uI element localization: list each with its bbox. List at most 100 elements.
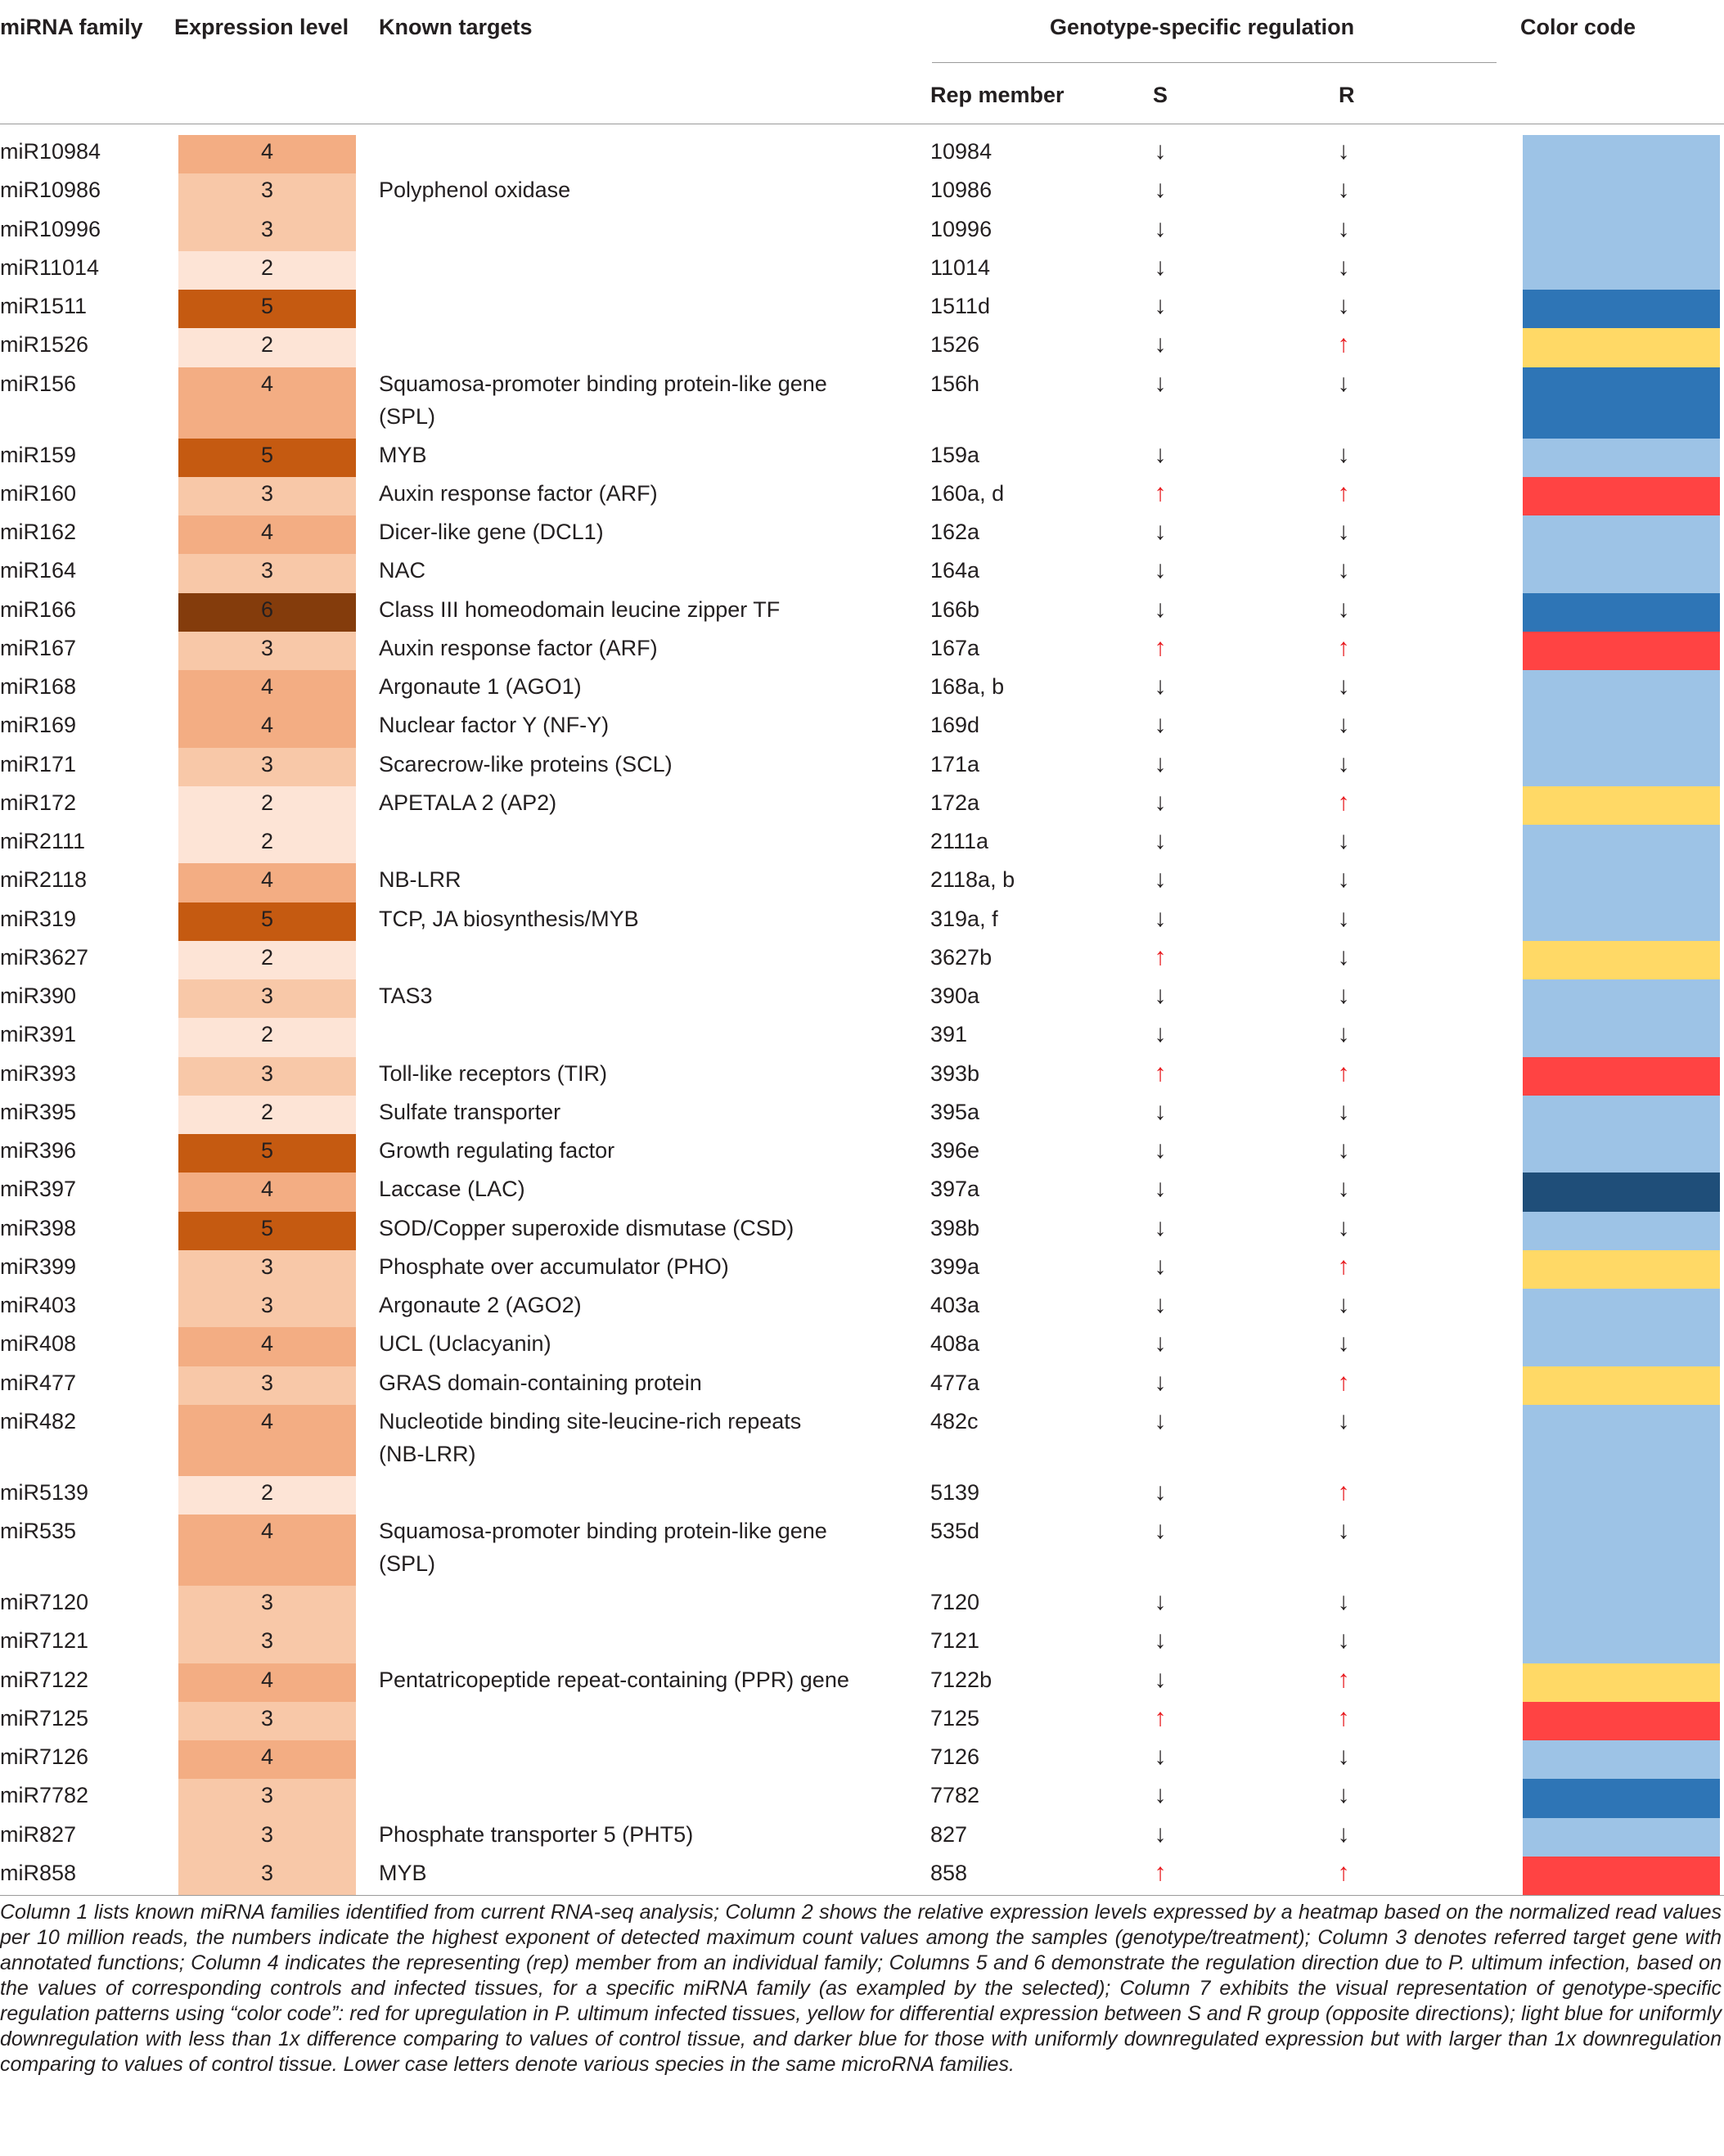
s-regulation-arrow-icon: ↓ [1154, 827, 1167, 854]
known-targets-cell: Auxin response factor (ARF) [379, 635, 658, 660]
mirna-family-cell: miR169 [0, 713, 77, 738]
rep-member-cell: 391 [930, 1022, 968, 1047]
expression-level-cell: 3 [178, 1289, 356, 1328]
r-regulation-arrow-icon: ↓ [1337, 1137, 1350, 1164]
s-regulation-arrow-icon: ↓ [1154, 866, 1167, 893]
mirna-family-cell: miR167 [0, 635, 77, 660]
table-row: miR2111 2 2111a ↓ ↓ [0, 825, 1724, 864]
rep-member-cell: 1511d [930, 294, 991, 318]
table-row: miR3627 2 3627b ↑ ↓ [0, 940, 1724, 980]
mirna-family-cell: miR482 [0, 1408, 77, 1434]
s-regulation-arrow-icon: ↑ [1154, 479, 1167, 506]
known-targets-cell: Squamosa-promoter binding protein-like g… [379, 1519, 827, 1543]
color-code-cell [1523, 476, 1720, 516]
rep-member-cell: 159a [930, 442, 980, 467]
r-regulation-arrow-icon: ↓ [1337, 1820, 1350, 1848]
table-row: miR477 3 GRAS domain-containing protein 477… [0, 1366, 1724, 1406]
table-row: miR7121 3 7121 ↓ ↓ [0, 1624, 1724, 1663]
mirna-family-cell: miR390 [0, 983, 77, 1008]
rep-member-cell: 396e [930, 1138, 980, 1163]
s-regulation-arrow-icon: ↓ [1154, 1330, 1167, 1357]
color-code-cell [1523, 1018, 1720, 1057]
expression-level-cell: 4 [178, 709, 356, 748]
known-targets-cell: Polyphenol oxidase [379, 178, 571, 203]
table-row: miR167 3 Auxin response factor (ARF) 167a ↑ ↑ [0, 631, 1724, 671]
rep-member-cell: 10986 [930, 178, 993, 203]
expression-level-cell: 5 [178, 438, 356, 478]
r-regulation-arrow-icon: ↓ [1337, 1517, 1350, 1544]
mirna-family-cell: miR396 [0, 1138, 77, 1163]
color-code-cell [1523, 747, 1720, 787]
s-regulation-arrow-icon: ↑ [1154, 943, 1167, 970]
expression-level-cell: 3 [178, 173, 356, 213]
expression-level-cell: 3 [178, 1366, 356, 1406]
mirna-family-cell: miR159 [0, 442, 77, 467]
expression-level-cell: 4 [178, 1173, 356, 1212]
r-regulation-arrow-icon: ↓ [1337, 440, 1350, 468]
known-targets-cell: Auxin response factor (ARF) [379, 480, 658, 506]
color-code-cell [1523, 1624, 1720, 1663]
expression-level-cell: 4 [178, 367, 356, 439]
expression-level-cell: 2 [178, 1018, 356, 1057]
table-row: miR156 4 Squamosa-promoter binding protein… [0, 367, 1724, 439]
s-regulation-arrow-icon: ↓ [1154, 1665, 1167, 1693]
color-code-cell [1523, 902, 1720, 942]
mirna-family-cell: miR11014 [0, 254, 100, 280]
expression-level-cell: 3 [178, 1817, 356, 1857]
table-row: miR10986 3 Polyphenol oxidase 10986 ↓ ↓ [0, 173, 1724, 213]
color-code-cell [1523, 212, 1720, 252]
known-targets-cell: UCL (Uclacyanin) [379, 1331, 551, 1357]
known-targets-cell: MYB [379, 442, 427, 467]
known-targets-cell: GRAS domain-containing protein [379, 1370, 702, 1395]
expression-level-cell: 2 [178, 1095, 356, 1135]
expression-level-cell: 2 [178, 328, 356, 367]
table-row: miR827 3 Phosphate transporter 5 (PHT5) 827… [0, 1817, 1724, 1857]
expression-level-cell: 5 [178, 1211, 356, 1251]
rep-member-cell: 10996 [930, 216, 993, 241]
s-regulation-arrow-icon: ↓ [1154, 673, 1167, 700]
r-regulation-arrow-icon: ↓ [1337, 1213, 1350, 1241]
s-regulation-arrow-icon: ↓ [1154, 1252, 1167, 1280]
header-subgroup-rule [932, 62, 1497, 63]
color-code-cell [1523, 863, 1720, 902]
mirna-family-cell: miR164 [0, 558, 77, 583]
r-regulation-arrow-icon: ↑ [1337, 1704, 1350, 1731]
rep-member-cell: 5139 [930, 1479, 980, 1505]
mirna-family-cell: miR408 [0, 1331, 77, 1357]
table-row: miR396 5 Growth regulating factor 396e ↓ ↓ [0, 1134, 1724, 1173]
known-targets-cell-line2: (SPL) [379, 403, 436, 429]
table-row: miR10996 3 10996 ↓ ↓ [0, 212, 1724, 252]
s-regulation-arrow-icon: ↓ [1154, 1588, 1167, 1615]
s-regulation-arrow-icon: ↑ [1154, 1059, 1167, 1087]
r-regulation-arrow-icon: ↓ [1337, 1627, 1350, 1654]
rep-member-cell: 397a [930, 1177, 980, 1202]
known-targets-cell: Argonaute 2 (AGO2) [379, 1293, 582, 1317]
mirna-family-cell: miR535 [0, 1519, 77, 1543]
expression-level-cell: 2 [178, 785, 356, 826]
known-targets-cell: TAS3 [379, 983, 433, 1008]
expression-level-cell: 3 [178, 476, 356, 516]
rep-member-cell: 164a [930, 558, 980, 583]
known-targets-cell: Class III homeodomain leucine zipper TF [379, 596, 781, 622]
color-code-cell [1523, 592, 1720, 632]
r-regulation-arrow-icon: ↓ [1337, 214, 1350, 242]
color-code-cell [1523, 1249, 1720, 1290]
rep-member-cell: 3627b [930, 944, 993, 970]
color-code-cell [1523, 1663, 1720, 1703]
expression-level-cell: 3 [178, 1624, 356, 1663]
r-regulation-arrow-icon: ↑ [1337, 1478, 1350, 1506]
s-regulation-arrow-icon: ↓ [1154, 1627, 1167, 1654]
r-regulation-arrow-icon: ↑ [1337, 331, 1350, 358]
expression-level-cell: 5 [178, 1134, 356, 1173]
color-code-cell [1523, 1289, 1720, 1328]
mirna-family-cell: miR2111 [0, 829, 86, 853]
color-code-cell [1523, 173, 1720, 213]
rep-member-cell: 477a [930, 1370, 980, 1395]
mirna-family-cell: miR171 [0, 751, 77, 776]
s-regulation-arrow-icon: ↓ [1154, 1368, 1167, 1396]
expression-level-cell: 3 [178, 212, 356, 252]
color-code-cell [1523, 1173, 1720, 1212]
s-regulation-arrow-icon: ↓ [1154, 711, 1167, 739]
s-regulation-arrow-icon: ↓ [1154, 292, 1167, 319]
r-regulation-arrow-icon: ↓ [1337, 1291, 1350, 1318]
